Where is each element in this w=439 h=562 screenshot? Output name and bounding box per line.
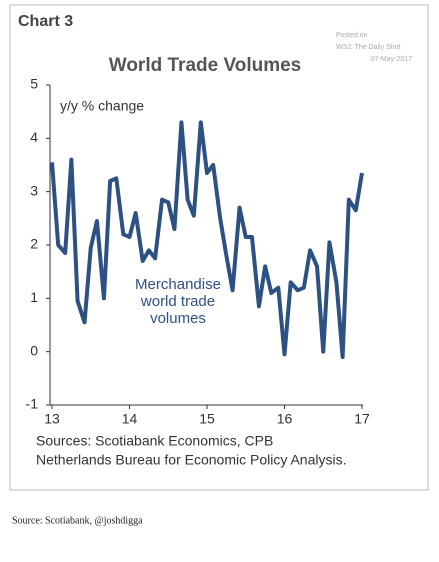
x-tick-label: 13 (44, 411, 60, 427)
sources: Netherlands Bureau for Economic Policy A… (36, 452, 346, 468)
y-tick-label: 3 (30, 182, 38, 198)
chart-title: World Trade Volumes (109, 55, 302, 76)
y-tick-label: 1 (30, 289, 38, 305)
y-axis-label: y/y % change (60, 98, 144, 114)
y-tick-label: 5 (30, 76, 38, 92)
chart-label: Chart 3 (18, 13, 73, 30)
sources: Sources: Scotiabank Economics, CPB (36, 433, 273, 449)
annotation: Merchandise (135, 276, 221, 293)
credit: 07-May-2017 (371, 56, 412, 63)
x-tick-label: 14 (122, 411, 138, 427)
y-tick-label: -1 (26, 396, 39, 412)
x-tick-label: 17 (354, 411, 370, 427)
annotation: volumes (150, 310, 206, 327)
chart-frame (9, 4, 429, 491)
annotation: world trade (140, 293, 215, 310)
x-tick-label: 16 (277, 411, 293, 427)
y-tick-label: 2 (30, 236, 38, 252)
x-tick-label: 15 (199, 411, 215, 427)
caption: Source: Scotiabank, @joshdigga (12, 515, 143, 526)
credit: Posted on (336, 32, 368, 39)
y-tick-label: 4 (30, 129, 38, 145)
y-tick-label: 0 (30, 342, 38, 358)
credit: WSJ: The Daily Shot (336, 44, 401, 51)
data-line (50, 120, 364, 359)
